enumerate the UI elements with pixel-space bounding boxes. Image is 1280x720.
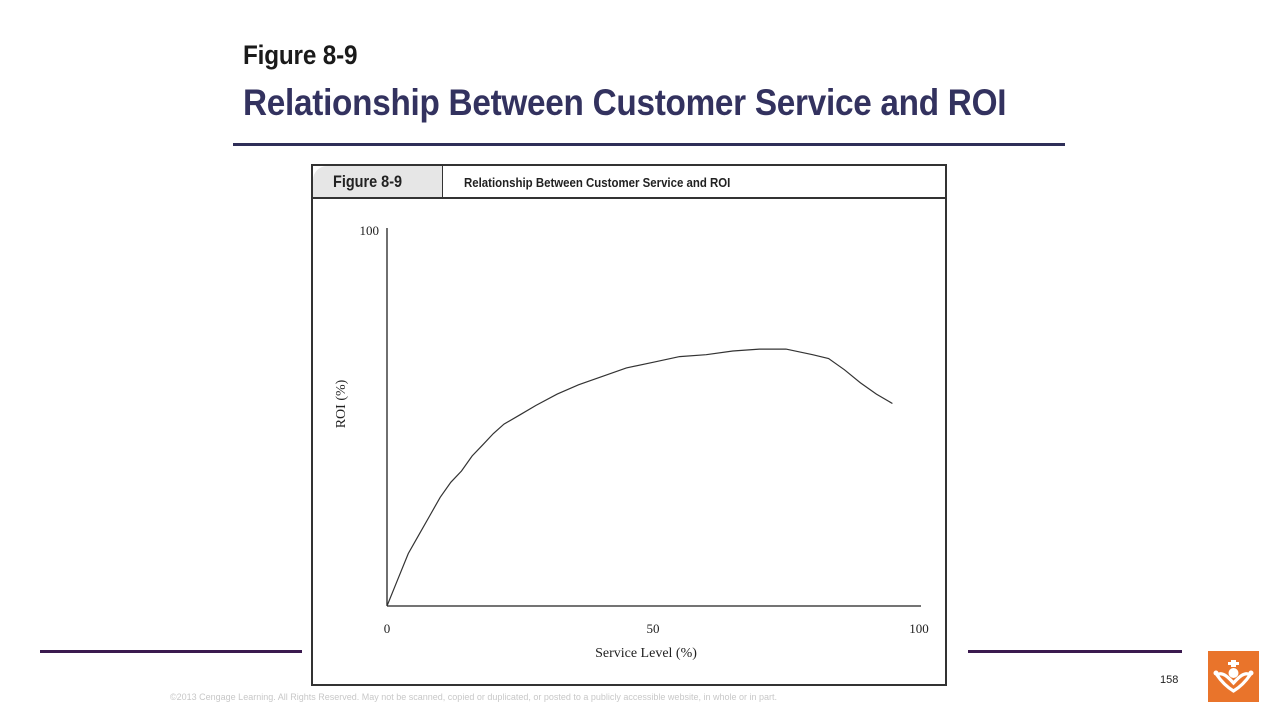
line-chart: 100 0 50 100 Service Level (%) ROI (%) [334,223,929,661]
copyright-notice: ©2013 Cengage Learning. All Rights Reser… [170,692,777,702]
y-tick-label: 100 [360,223,380,238]
roi-series-line [386,348,893,607]
figure-box: Figure 8-9 Relationship Between Customer… [311,164,947,686]
figure-number-title: Figure 8-9 [243,40,358,70]
page-title: Relationship Between Customer Service an… [243,82,1007,123]
page-number: 158 [1160,674,1179,686]
x-tick-label: 50 [647,621,660,636]
figure-header: Figure 8-9 Relationship Between Customer… [313,166,945,199]
figure-header-title: Relationship Between Customer Service an… [464,175,731,190]
figure-tab: Figure 8-9 [313,166,443,197]
footer-rule-left [40,650,302,653]
figure-tab-label: Figure 8-9 [333,172,403,191]
x-tick-label: 0 [384,621,391,636]
title-divider [233,143,1065,146]
footer-rule-right [968,650,1182,653]
x-axis-label: Service Level (%) [595,646,697,661]
cengage-logo [1208,651,1259,702]
x-tick-label: 100 [909,621,929,636]
y-axis-label: ROI (%) [334,379,349,428]
cengage-logo-icon [1213,660,1254,693]
